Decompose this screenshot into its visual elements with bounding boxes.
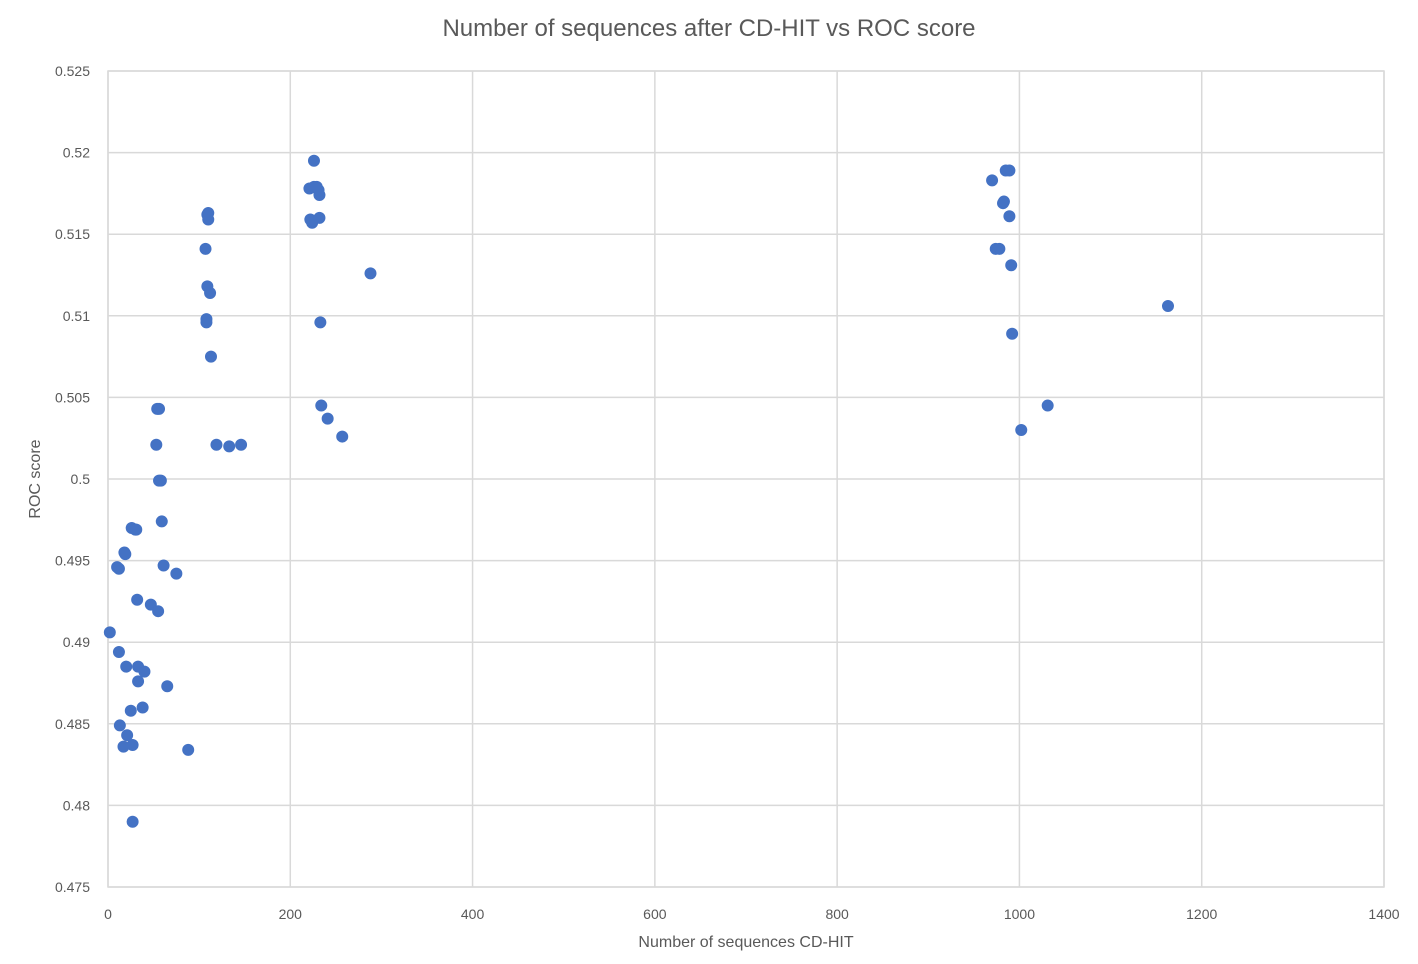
x-tick-label: 200 bbox=[279, 906, 303, 922]
data-point bbox=[126, 815, 139, 828]
data-point bbox=[993, 242, 1006, 255]
data-point bbox=[223, 440, 236, 453]
data-point bbox=[1003, 210, 1016, 223]
gridlines bbox=[107, 70, 1385, 888]
data-point bbox=[121, 729, 134, 742]
data-point bbox=[124, 704, 137, 717]
data-point bbox=[314, 316, 327, 329]
data-point bbox=[986, 174, 999, 187]
data-point bbox=[136, 701, 149, 714]
data-point bbox=[315, 399, 328, 412]
data-point bbox=[200, 316, 213, 329]
data-point bbox=[131, 593, 144, 606]
data-point bbox=[307, 154, 320, 167]
y-tick-label: 0.49 bbox=[63, 634, 90, 650]
data-point bbox=[161, 680, 174, 693]
y-axis-label: ROC score bbox=[27, 439, 44, 518]
data-point bbox=[1005, 259, 1018, 272]
data-point bbox=[997, 195, 1010, 208]
x-tick-label: 1200 bbox=[1186, 906, 1217, 922]
data-point bbox=[1015, 424, 1028, 437]
data-point bbox=[1006, 327, 1019, 340]
data-point bbox=[204, 350, 217, 363]
tick-labels: 0 200 400 600 800 1000 1200 1400 0.475 0.48 0.485 0… bbox=[55, 63, 1400, 922]
x-tick-label: 1400 bbox=[1368, 906, 1399, 922]
data-point bbox=[130, 523, 143, 536]
x-tick-label: 800 bbox=[825, 906, 849, 922]
data-point bbox=[202, 213, 215, 226]
x-tick-label: 1000 bbox=[1004, 906, 1035, 922]
data-point bbox=[321, 412, 334, 425]
data-point bbox=[126, 739, 139, 752]
y-tick-label: 0.525 bbox=[55, 63, 90, 79]
y-tick-label: 0.52 bbox=[63, 145, 90, 161]
x-axis-label: Number of sequences CD-HIT bbox=[638, 934, 853, 951]
data-point bbox=[103, 626, 116, 639]
data-point bbox=[336, 430, 349, 443]
y-tick-label: 0.5 bbox=[71, 471, 91, 487]
data-point bbox=[182, 743, 195, 756]
plot-area bbox=[107, 70, 1385, 888]
data-point bbox=[210, 438, 223, 451]
y-tick-label: 0.48 bbox=[63, 797, 90, 813]
y-tick-label: 0.505 bbox=[55, 389, 90, 405]
data-point bbox=[113, 719, 126, 732]
data-point bbox=[150, 438, 163, 451]
data-point bbox=[313, 211, 326, 224]
data-point bbox=[235, 438, 248, 451]
data-point bbox=[112, 562, 125, 575]
data-point bbox=[199, 242, 212, 255]
data-points bbox=[103, 154, 1174, 828]
data-point bbox=[364, 267, 377, 280]
data-point bbox=[170, 567, 183, 580]
data-point bbox=[1041, 399, 1054, 412]
y-tick-label: 0.51 bbox=[63, 308, 90, 324]
data-point bbox=[152, 605, 165, 618]
data-point bbox=[138, 665, 151, 678]
data-point bbox=[313, 189, 326, 202]
data-point bbox=[1161, 300, 1174, 313]
y-tick-label: 0.475 bbox=[55, 879, 90, 895]
x-tick-label: 600 bbox=[643, 906, 667, 922]
data-point bbox=[120, 660, 133, 673]
x-tick-label: 400 bbox=[461, 906, 485, 922]
data-point bbox=[112, 645, 125, 658]
data-point bbox=[155, 515, 168, 528]
y-tick-label: 0.495 bbox=[55, 553, 90, 569]
data-point bbox=[154, 474, 167, 487]
x-tick-label: 0 bbox=[104, 906, 112, 922]
chart-title: Number of sequences after CD-HIT vs ROC … bbox=[442, 15, 975, 42]
y-tick-label: 0.485 bbox=[55, 716, 90, 732]
data-point bbox=[204, 286, 217, 299]
data-point bbox=[119, 548, 132, 561]
data-point bbox=[1003, 164, 1016, 177]
data-point bbox=[153, 402, 166, 415]
data-point bbox=[132, 675, 145, 688]
y-tick-label: 0.515 bbox=[55, 226, 90, 242]
data-point bbox=[157, 559, 170, 572]
